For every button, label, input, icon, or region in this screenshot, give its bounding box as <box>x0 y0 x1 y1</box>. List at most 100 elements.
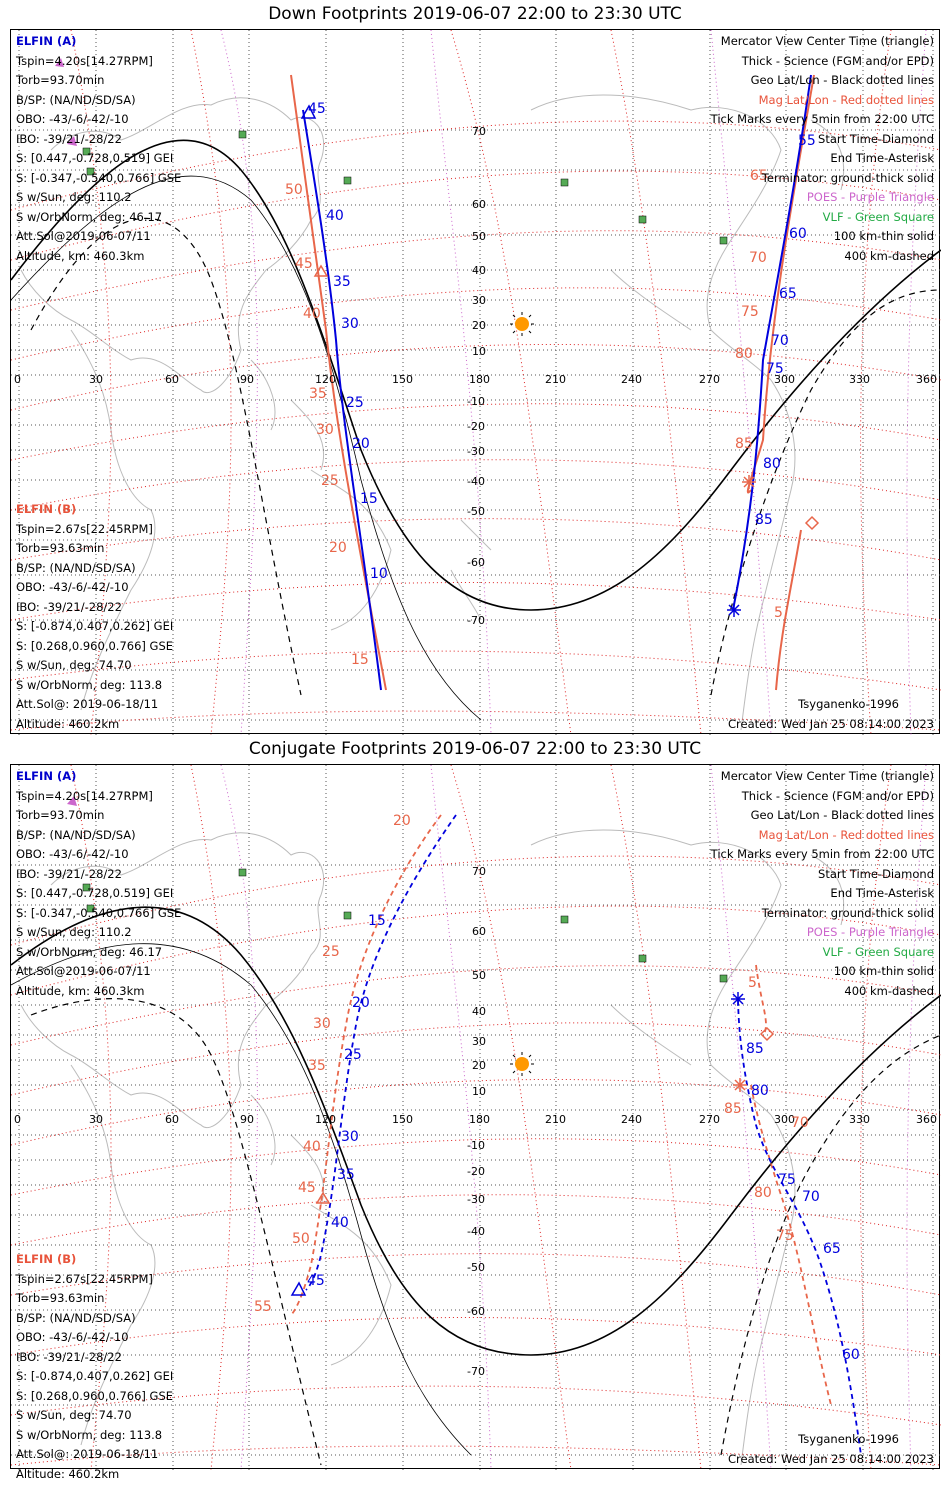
info-line: B/SP: (NA/ND/SD/SA) <box>16 827 136 842</box>
info-line: S w/Sun, deg: 110.2 <box>16 190 132 204</box>
track-b-label: 50 <box>292 1231 310 1247</box>
legend-item: VLF - Green Square <box>822 944 934 959</box>
lon-tick: 300 <box>774 373 795 386</box>
lat-tick: -50 <box>467 1261 485 1274</box>
info-line: S: [-0.347,-0.540,0.766] GSE <box>16 170 182 185</box>
lat-tick: 10 <box>472 1085 486 1098</box>
track-a-label: 20 <box>352 995 370 1011</box>
lat-tick: -70 <box>467 614 485 627</box>
info-line: IBO: -39/21/-28/22 <box>16 1349 122 1364</box>
lon-tick: 30 <box>89 1113 103 1126</box>
lat-tick: -70 <box>467 1365 485 1378</box>
lat-tick: -50 <box>467 505 485 518</box>
lon-tick: 330 <box>849 1113 870 1126</box>
elfin-b-name: ELFIN (B) <box>16 1252 77 1266</box>
track-a-label: 30 <box>341 316 359 332</box>
lon-tick: 180 <box>469 1113 490 1126</box>
track-a-label: 85 <box>755 512 773 528</box>
info-line: Altitude: 460.2km <box>16 716 120 731</box>
model-label: Tsyganenko-1996 <box>798 697 899 711</box>
lon-tick: 90 <box>240 373 254 386</box>
info-line: S: [-0.874,0.407,0.262] GEI <box>16 619 174 633</box>
info-line: Tspin=4.20s[14.27RPM] <box>16 788 153 803</box>
asterisk-icon <box>742 475 756 489</box>
track-b-label: 55 <box>254 1299 272 1315</box>
track-b-label: 40 <box>303 1139 321 1155</box>
info-line: S: [0.268,0.960,0.766] GSE <box>16 638 174 653</box>
sun-icon <box>510 1052 534 1076</box>
triangle-icon <box>313 264 329 277</box>
lon-tick: 360 <box>916 373 937 386</box>
asterisk-icon <box>727 603 741 617</box>
legend-item: Mag Lat/Lon - Red dotted lines <box>758 827 934 842</box>
info-line: Torb=93.63min <box>16 1291 105 1305</box>
track-b-label: 45 <box>295 256 313 272</box>
info-line: Att.Sol@: 2019-06-18/11 <box>16 1447 159 1461</box>
lon-tick: 90 <box>240 1113 254 1126</box>
track-b-label: 30 <box>316 422 334 438</box>
track-a-label: 70 <box>771 333 789 349</box>
elfin-a-info: ELFIN (A) Tspin=4.20s[14.27RPM] Torb=93.… <box>16 32 181 266</box>
track-b-label: 5 <box>774 605 783 621</box>
track-a-label: 80 <box>751 1083 769 1099</box>
geo-grid <box>11 765 941 1470</box>
info-line: IBO: -39/21/-28/22 <box>16 131 122 146</box>
lon-tick: 0 <box>14 1113 21 1126</box>
info-line: Att.Sol@2019-06-07/11 <box>16 964 151 978</box>
track-a-label: 45 <box>307 1273 325 1289</box>
track-b-label: 20 <box>329 540 347 556</box>
legend-item: Start Time-Diamond <box>818 131 934 146</box>
track-a-label: 65 <box>823 1241 841 1257</box>
elfin-a-track-right <box>732 74 812 611</box>
track-a-label: 60 <box>789 226 807 242</box>
lat-tick: 70 <box>472 125 486 138</box>
asterisk-icon <box>733 1078 747 1092</box>
vlf-stations <box>82 868 728 983</box>
legend-item: Mercator View Center Time (triangle) <box>720 34 934 48</box>
track-b-label: 15 <box>351 652 369 668</box>
legend: Mercator View Center Time (triangle) Thi… <box>711 767 934 1001</box>
track-b-label: 20 <box>393 813 411 829</box>
track-b-label: 65 <box>750 168 768 184</box>
info-line: Altitude: 460.2km <box>16 1466 120 1481</box>
track-a-label: 35 <box>337 1167 355 1183</box>
lon-tick: 240 <box>621 373 642 386</box>
poes-grid <box>220 30 927 735</box>
terminator-100km <box>11 943 472 1456</box>
model-label: Tsyganenko-1996 <box>798 1432 899 1446</box>
terminator-ground <box>11 906 941 1356</box>
track-b-label: 30 <box>313 1016 331 1032</box>
poes-icon <box>67 796 77 806</box>
lon-tick: 60 <box>165 1113 179 1126</box>
info-line: S w/Sun, deg: 74.70 <box>16 1408 132 1422</box>
info-line: OBO: -43/-6/-42/-10 <box>16 1330 129 1344</box>
info-line: Torb=93.70min <box>16 808 105 822</box>
legend-item: Tick Marks every 5min from 22:00 UTC <box>710 847 934 861</box>
legend-item: POES - Purple Triangle <box>806 925 934 939</box>
info-line: Tspin=2.67s[22.45RPM] <box>16 521 153 536</box>
legend-item: Tick Marks every 5min from 22:00 UTC <box>710 112 934 126</box>
diamond-icon <box>804 515 820 531</box>
triangle-icon <box>315 1191 331 1204</box>
track-a-label: 15 <box>360 491 378 507</box>
elfin-a-track-right <box>737 999 862 1456</box>
info-line: OBO: -43/-6/-42/-10 <box>16 580 129 594</box>
lat-tick: 10 <box>472 345 486 358</box>
info-line: OBO: -43/-6/-42/-10 <box>16 112 129 126</box>
map-panel-down: 0 30 60 90 120 150 180 210 240 270 300 3… <box>10 29 941 735</box>
elfin-b-track-left <box>290 74 387 691</box>
panel-title: Conjugate Footprints 2019-06-07 22:00 to… <box>248 739 702 759</box>
legend: Mercator View Center Time (triangle) Thi… <box>711 32 934 266</box>
lat-tick: 20 <box>472 319 486 332</box>
elfin-b-name: ELFIN (B) <box>16 502 77 516</box>
lat-tick: -60 <box>467 1305 485 1318</box>
lon-tick: 0 <box>14 373 21 386</box>
lon-tick: 150 <box>392 373 413 386</box>
track-a-label: 75 <box>778 1172 796 1188</box>
terminator-100km <box>11 175 482 721</box>
lat-tick: 70 <box>472 865 486 878</box>
info-line: S: [0.447,-0.728,0.519] GEI <box>16 151 174 165</box>
info-line: Torb=93.70min <box>16 73 105 87</box>
legend-item: 400 km-dashed <box>844 983 934 998</box>
lat-tick: -20 <box>467 420 485 433</box>
